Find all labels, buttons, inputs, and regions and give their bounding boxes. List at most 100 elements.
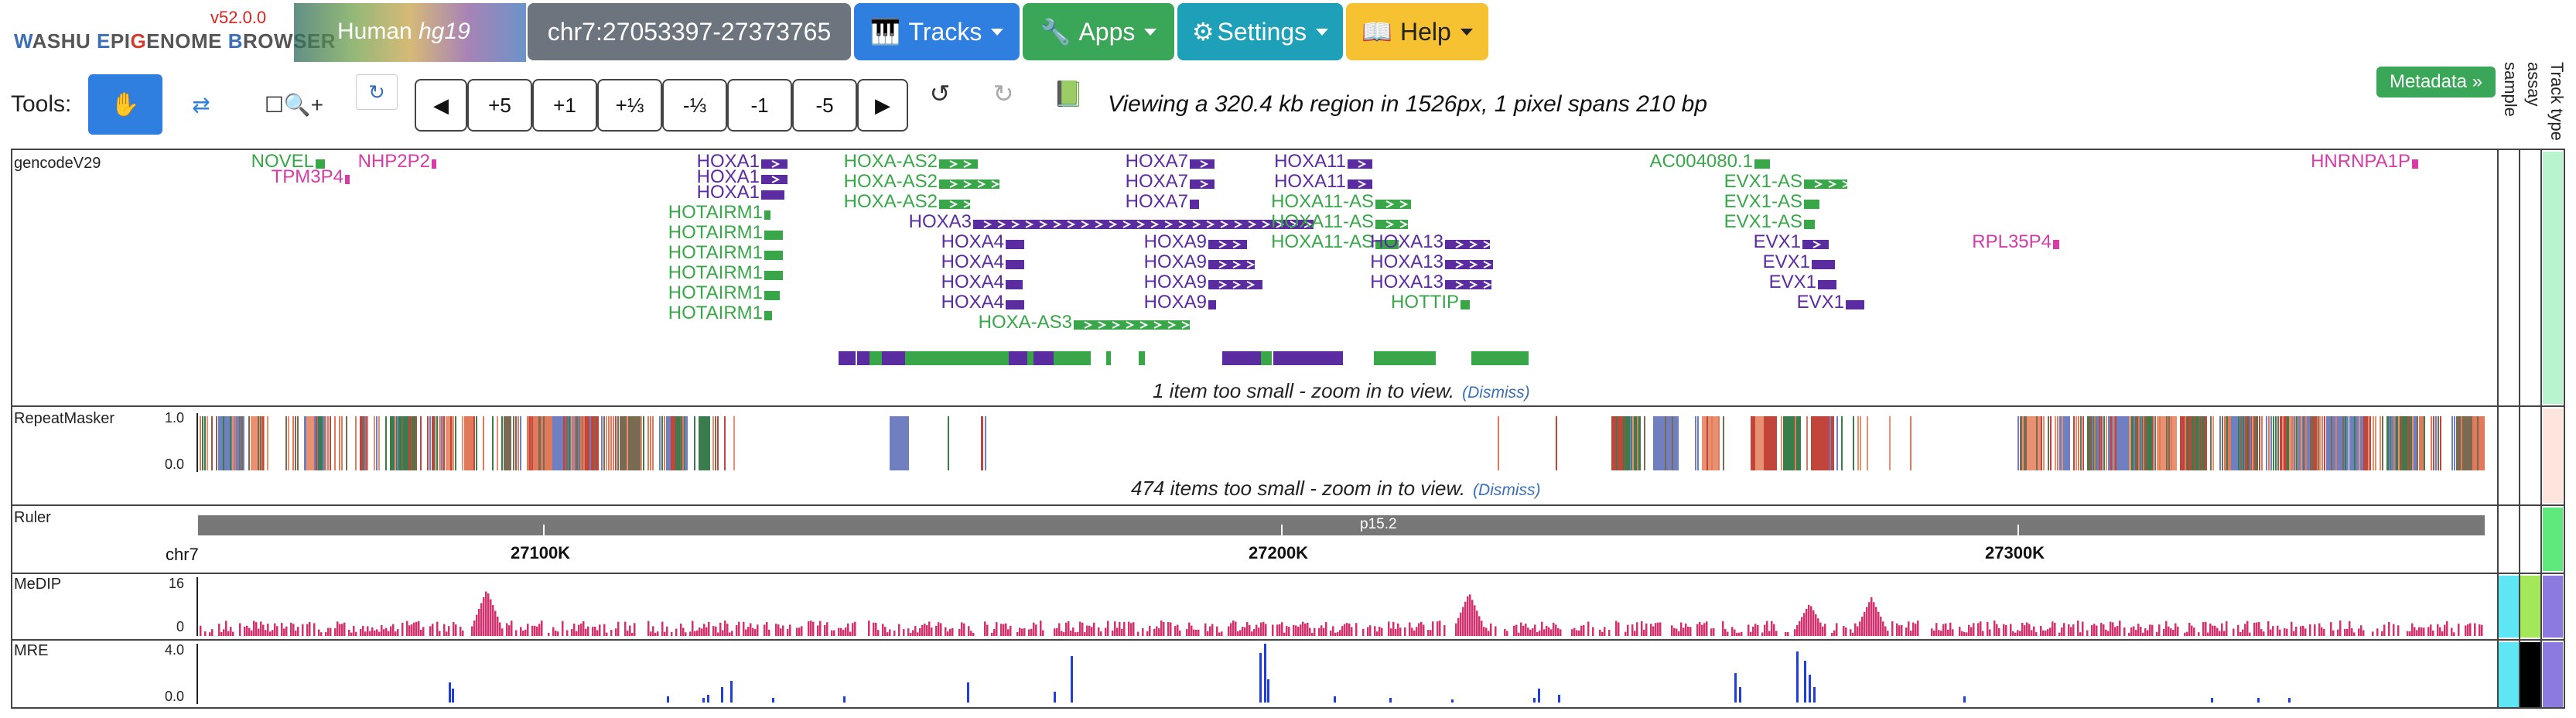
gene-feature[interactable]: EVX1-AS [1724,211,1815,232]
repeat-element[interactable] [2417,416,2418,470]
repeat-element[interactable] [571,416,572,470]
repeat-element[interactable] [364,416,366,470]
repeat-element[interactable] [1816,416,1817,470]
pan-right-button[interactable]: ▶ [857,79,908,132]
repeat-element[interactable] [325,416,326,470]
repeat-element[interactable] [2198,416,2200,470]
repeat-element[interactable] [2222,416,2223,470]
repeat-element[interactable] [671,416,679,470]
track-container[interactable] [11,149,2565,709]
gene-feature[interactable]: HOXA-AS2 [844,171,1000,192]
repeat-element[interactable] [1674,416,1676,470]
repeat-element[interactable] [2435,416,2437,470]
gene-feature[interactable]: HOXA4 [941,272,1023,292]
repeat-element[interactable] [258,416,259,470]
repeat-element[interactable] [2031,416,2033,470]
repeat-element[interactable] [2057,416,2058,470]
repeat-element[interactable] [613,416,614,470]
repeat-element[interactable] [378,416,380,470]
repeat-element[interactable] [202,416,203,470]
zoom-out-5-button[interactable]: -5 [792,79,857,132]
repeat-element[interactable] [2438,416,2439,470]
repeat-element[interactable] [230,416,231,470]
repeat-element[interactable] [411,416,412,470]
gene-overview-block[interactable] [905,351,1009,365]
repeat-element[interactable] [492,416,494,470]
repeat-element[interactable] [531,416,533,470]
repeat-element[interactable] [2022,416,2024,470]
repeat-element[interactable] [462,416,463,470]
repeat-element[interactable] [2245,416,2258,470]
repeat-element[interactable] [2440,416,2441,470]
repeat-element[interactable] [434,416,436,470]
repeat-element[interactable] [627,416,628,470]
repeat-element[interactable] [2315,416,2316,470]
repeat-element[interactable] [2291,416,2293,470]
repeat-element[interactable] [2410,416,2411,470]
gene-feature[interactable]: HOXA13 [1370,251,1493,272]
repeat-element[interactable] [1672,416,1673,470]
repeat-element[interactable] [2247,416,2249,470]
repeat-element[interactable] [1836,416,1838,470]
repeat-element[interactable] [2363,416,2371,470]
repeat-element[interactable] [2194,416,2195,470]
zoom-in-1-button[interactable]: +1 [532,79,597,132]
repeat-element[interactable] [2043,416,2045,470]
repeat-element[interactable] [2333,416,2335,470]
gene-overview-block[interactable] [839,351,856,365]
repeat-element[interactable] [334,416,336,470]
repeat-element[interactable] [441,416,442,470]
repeat-element[interactable] [733,416,735,470]
gene-feature[interactable]: HOXA11-AS [1271,191,1411,212]
repeat-element[interactable] [1889,416,1891,470]
repeat-element[interactable] [429,416,431,470]
repeat-element[interactable] [513,416,514,470]
repeat-element[interactable] [606,416,607,470]
repeat-element[interactable] [2017,416,2019,470]
repeat-element[interactable] [2145,416,2147,470]
repeat-element[interactable] [650,416,651,470]
repeat-element[interactable] [2319,416,2321,470]
repeat-element[interactable] [596,416,598,470]
repeat-element[interactable] [2055,416,2056,470]
repeat-element[interactable] [2073,416,2075,470]
repeat-element[interactable] [647,416,649,470]
repeat-element[interactable] [2389,416,2390,470]
gene-overview-block[interactable] [1027,351,1033,365]
repeat-element[interactable] [601,416,603,470]
repeat-element[interactable] [239,416,241,470]
repeat-element[interactable] [2347,416,2349,470]
zoom-out-1-button[interactable]: -1 [727,79,792,132]
repeat-element[interactable] [520,416,521,470]
repeat-element[interactable] [2166,416,2168,470]
medip-track-canvas[interactable] [200,577,2485,636]
repeat-element[interactable] [2250,416,2251,470]
repeat-element[interactable] [610,416,612,470]
gene-feature[interactable]: HOXA7 [1126,171,1215,192]
repeat-element[interactable] [376,416,378,470]
repeat-element[interactable] [617,416,619,470]
gencode-dismiss-link[interactable]: (Dismiss) [1462,384,1530,402]
repeat-element[interactable] [2305,416,2307,470]
repeat-element[interactable] [715,416,716,470]
repeat-element[interactable] [339,416,340,470]
repeat-element[interactable] [643,416,644,470]
repeat-element[interactable] [1783,416,1801,470]
repeat-element[interactable] [2082,416,2084,470]
gene-feature[interactable]: HOXA4 [941,251,1024,272]
repeat-element[interactable] [2303,416,2304,470]
repeat-element[interactable] [2433,416,2434,470]
repeat-element[interactable] [346,416,347,470]
repeat-element[interactable] [2403,416,2404,470]
reorder-tool-button[interactable]: ⇄ [164,74,238,135]
repeat-element[interactable] [483,416,484,470]
gene-feature[interactable]: HOXA11-AS [1271,211,1409,232]
repeat-element[interactable] [1857,416,1859,470]
repeat-element[interactable] [2064,416,2065,470]
repeat-element[interactable] [1830,416,1831,470]
repeat-element[interactable] [234,416,236,470]
repeat-element[interactable] [518,416,519,470]
repeatmasker-dismiss-link[interactable]: (Dismiss) [1473,481,1541,499]
gene-feature[interactable]: HOXA-AS2 [844,151,978,172]
repeat-element[interactable] [330,416,331,470]
